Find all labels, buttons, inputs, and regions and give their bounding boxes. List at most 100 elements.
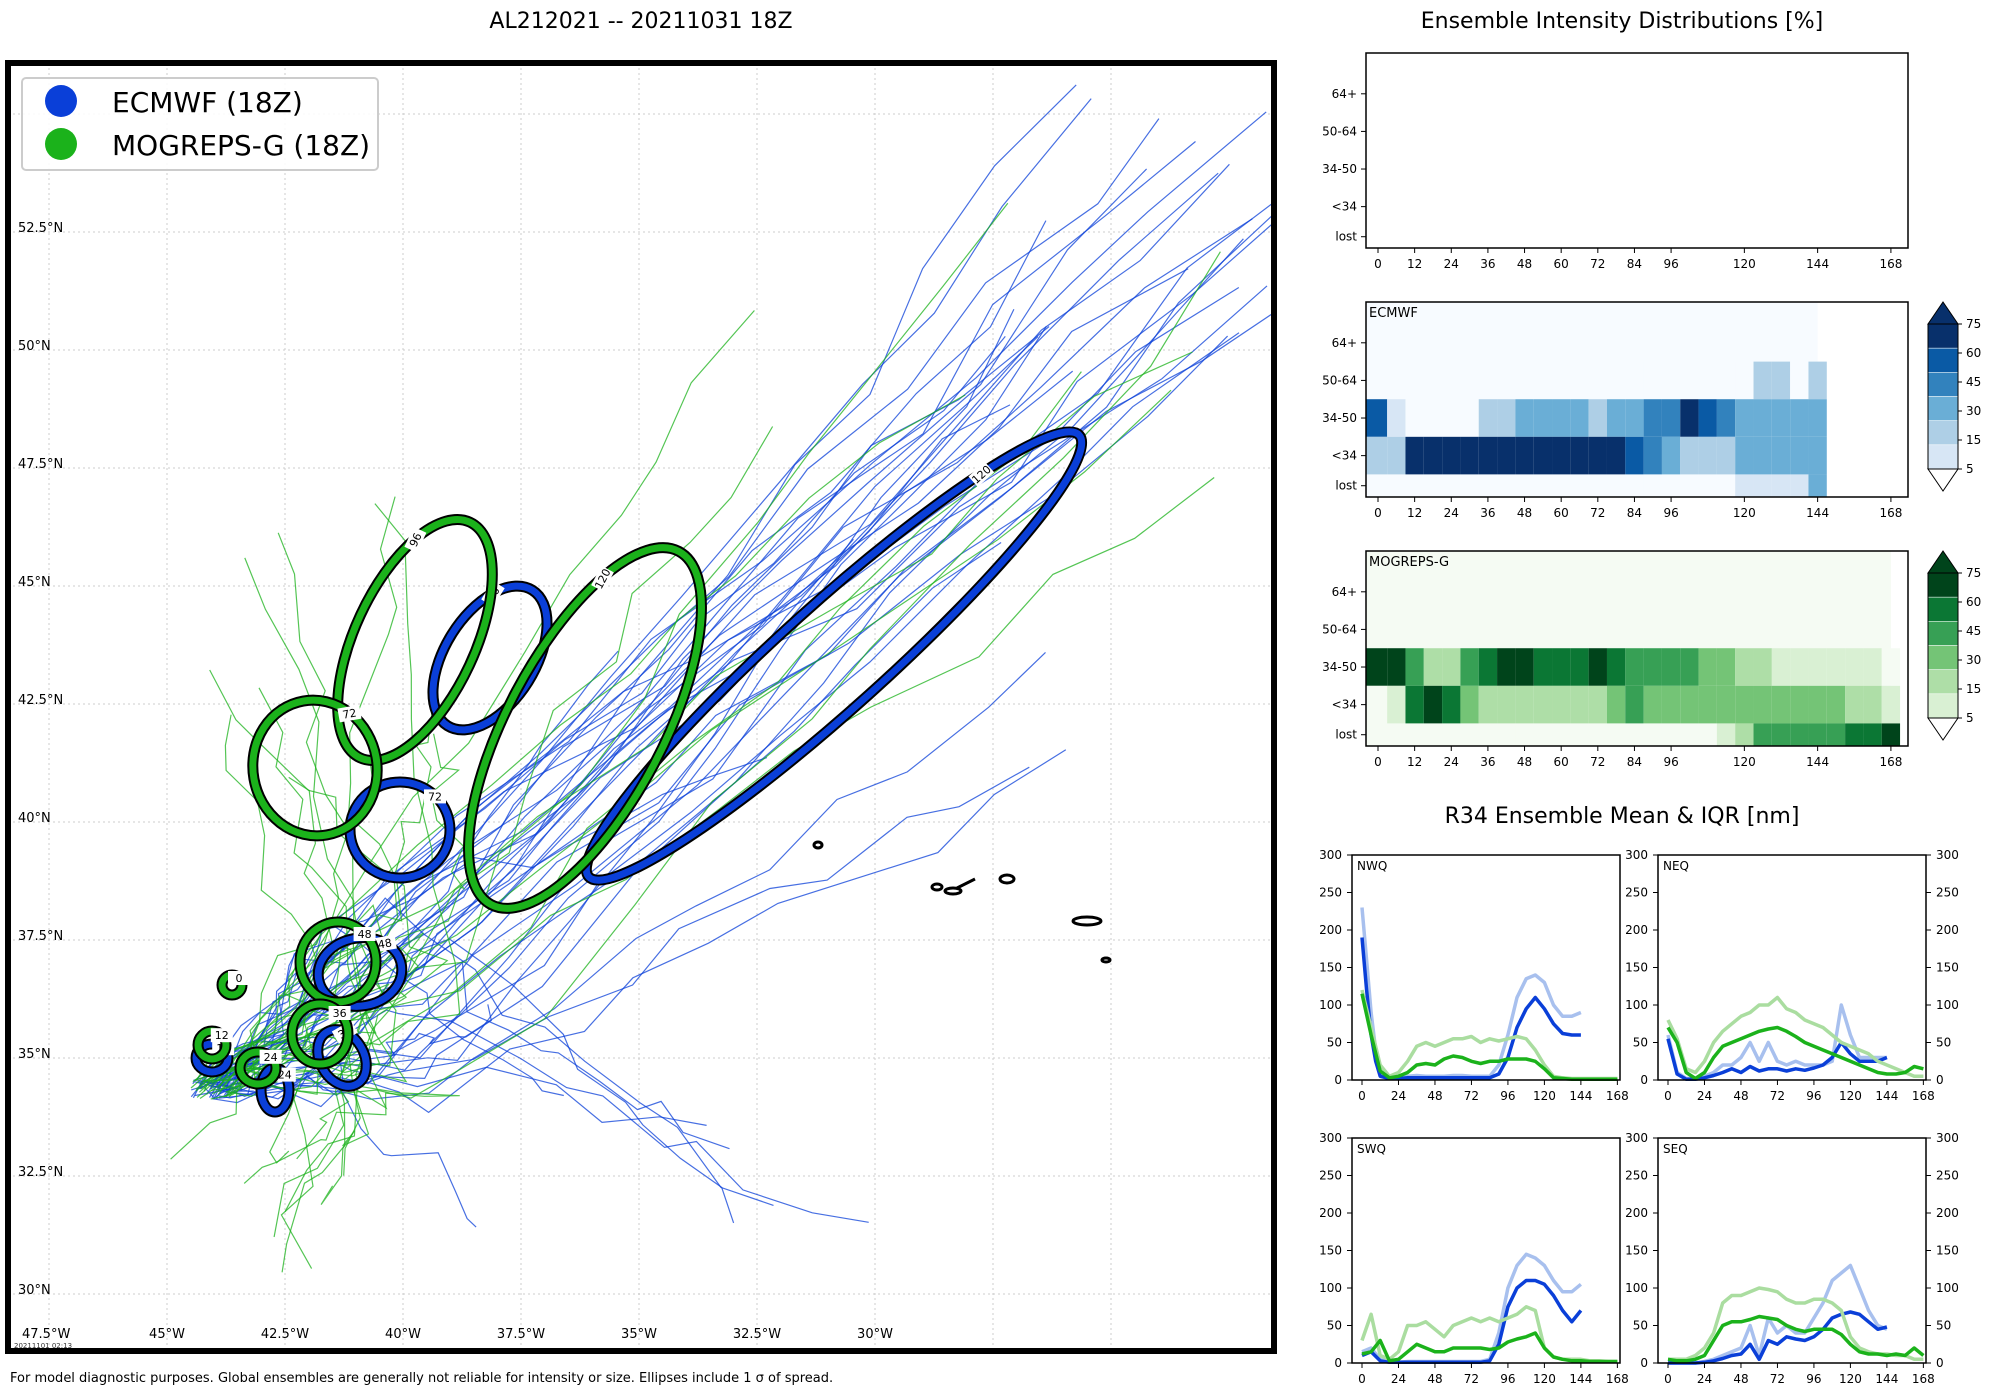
y-tick-label: 200 xyxy=(1625,923,1648,937)
lat-label: 47.5°N xyxy=(18,457,63,472)
heatmap-cell xyxy=(1460,723,1479,746)
y-tick-label-right: 250 xyxy=(1936,886,1959,900)
x-tick-label: 144 xyxy=(1875,1372,1898,1386)
heatmap-cell xyxy=(1606,361,1626,400)
heatmap-cell xyxy=(1570,723,1589,746)
colorbar-tick-label: 5 xyxy=(1966,462,1974,476)
panel-frame xyxy=(1365,52,1909,249)
heatmap-cell xyxy=(1366,723,1388,746)
y-tick-label: 300 xyxy=(1625,1131,1648,1145)
heatmap-cell xyxy=(1716,723,1736,746)
heatmap-cell xyxy=(1643,685,1662,724)
x-tick-label: 48 xyxy=(1427,1372,1442,1386)
legend-box xyxy=(21,77,379,171)
heatmap-cell xyxy=(1533,685,1553,724)
heatmap-cell xyxy=(1735,474,1754,497)
heatmap-cell xyxy=(1423,685,1443,724)
map-gridlines xyxy=(10,65,1272,1349)
lon-label: 37.5°W xyxy=(497,1327,545,1342)
ellipse-label-bg xyxy=(259,1049,282,1064)
y-tick-label-right: 0 xyxy=(1936,1073,1944,1087)
legend-marker-ecmwf xyxy=(45,85,77,117)
x-tick-label: 72 xyxy=(1464,1372,1479,1386)
heatmap-cell xyxy=(1533,361,1553,400)
x-tick-label: 120 xyxy=(1839,1372,1862,1386)
x-tick-label: 12 xyxy=(1407,506,1422,520)
heatmap-cell xyxy=(1405,474,1424,497)
y-tick-label: 0 xyxy=(1640,1073,1648,1087)
heatmap-cell xyxy=(1716,685,1736,724)
x-tick-label: 12 xyxy=(1407,257,1422,271)
y-tick-label: 100 xyxy=(1625,1281,1648,1295)
x-tick-label: 0 xyxy=(1664,1372,1672,1386)
heatmap-cell xyxy=(1405,685,1424,724)
ensemble-track xyxy=(222,238,1244,1098)
y-tick-label-right: 250 xyxy=(1936,1169,1959,1183)
r34-panel: SEQ 300 300 250 250 200 200 150 150 100 100 50 50 0 0 0… xyxy=(1625,1131,1959,1386)
colorbar-tick-label: 75 xyxy=(1966,317,1981,331)
heatmap-cell xyxy=(1442,648,1461,686)
heatmap-cell xyxy=(1716,436,1736,475)
heatmap-cell xyxy=(1366,436,1388,475)
heatmap-cell xyxy=(1643,399,1662,437)
heatmap-cell xyxy=(1570,474,1589,497)
y-tick-label: 0 xyxy=(1640,1356,1648,1370)
y-tick-label: 100 xyxy=(1625,998,1648,1012)
x-tick-label: 84 xyxy=(1627,506,1642,520)
x-tick-label: 84 xyxy=(1627,257,1642,271)
forecast-ellipse: 0 xyxy=(216,969,250,1001)
heatmap-cell xyxy=(1570,685,1589,724)
series-line xyxy=(1360,937,1581,1081)
ellipse-label-bg xyxy=(424,789,446,804)
heatmap-cell xyxy=(1478,685,1498,724)
y-tick-label-right: 100 xyxy=(1936,998,1959,1012)
heatmap-cell xyxy=(1881,723,1901,746)
y-tick-label: 200 xyxy=(1319,1206,1342,1220)
heatmap-cell xyxy=(1808,474,1827,497)
colorbar-segment xyxy=(1927,693,1959,719)
colorbar-segment xyxy=(1927,596,1959,622)
y-tick-label-right: 300 xyxy=(1936,1131,1959,1145)
colorbar-arrow-top xyxy=(1927,301,1959,325)
lon-label: 32.5°W xyxy=(733,1327,781,1342)
ellipse-label-bg xyxy=(591,565,614,592)
heatmap-cell xyxy=(1661,685,1681,724)
heatmap-cell xyxy=(1863,648,1882,686)
panel-frame xyxy=(1365,301,1909,498)
y-tick-label: 100 xyxy=(1319,1281,1342,1295)
ensemble-track xyxy=(192,202,1009,1083)
heatmap-cell xyxy=(1771,723,1791,746)
y-tick-label-right: 50 xyxy=(1936,1319,1951,1333)
forecast-ellipse: 96 xyxy=(332,513,498,767)
series-line xyxy=(1666,995,1924,1079)
heatmap-cell xyxy=(1570,648,1589,686)
ellipse-label: 24 xyxy=(264,1051,278,1064)
heatmap-cell xyxy=(1643,361,1662,400)
forecast-ellipse: 48 xyxy=(294,916,382,1008)
ensemble-track xyxy=(203,336,1039,1100)
ensemble-track xyxy=(202,98,1092,1083)
heatmap-cell xyxy=(1790,361,1809,400)
colorbar-tick-label: 30 xyxy=(1966,653,1981,667)
ellipse-fill xyxy=(465,544,705,912)
heatmap-cell xyxy=(1845,685,1864,724)
x-tick-label: 24 xyxy=(1444,506,1459,520)
heatmap-cell xyxy=(1716,648,1736,686)
heatmap-cell xyxy=(1680,436,1699,475)
ensemble-track xyxy=(199,947,419,1212)
panel-frame xyxy=(1365,550,1909,747)
heatmap-cell xyxy=(1533,723,1553,746)
heatmap-cell xyxy=(1716,361,1736,400)
heatmap-cell xyxy=(1661,399,1681,437)
heatmap-cell xyxy=(1716,474,1736,497)
y-tick-label: 34-50 xyxy=(1322,162,1357,176)
x-tick-label: 72 xyxy=(1590,257,1605,271)
footnote: For model diagnostic purposes. Global en… xyxy=(10,1371,833,1386)
heatmap-cell xyxy=(1460,361,1479,400)
forecast-ellipse: 72 xyxy=(344,776,456,884)
heatmap-cell xyxy=(1753,723,1772,746)
panel-bg xyxy=(1366,53,1908,248)
ellipse-fill xyxy=(296,918,380,1006)
x-tick-label: 168 xyxy=(1879,257,1902,271)
